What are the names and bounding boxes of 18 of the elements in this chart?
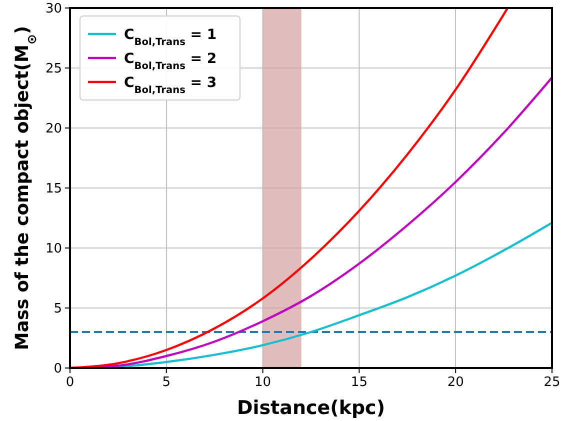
y-tick-label: 20 xyxy=(45,122,62,136)
line-series xyxy=(70,8,509,368)
x-axis-title: Distance(kpc) xyxy=(236,397,386,419)
x-tick-label: 0 xyxy=(66,375,74,390)
y-tick-label: 25 xyxy=(45,62,62,76)
y-tick-label: 0 xyxy=(54,362,62,376)
legend-label: C$_{Bol,Trans}$ = 3 xyxy=(124,75,217,96)
x-tick-label: 25 xyxy=(544,375,560,390)
x-tick-label: 15 xyxy=(350,375,368,390)
x-tick-label: 10 xyxy=(254,375,272,390)
y-tick-label: 30 xyxy=(45,2,62,16)
legend-label: C$_{Bol,Trans}$ = 2 xyxy=(124,51,217,72)
legend-label: C$_{Bol,Trans}$ = 1 xyxy=(124,27,217,48)
x-tick-label: 20 xyxy=(447,375,464,390)
y-tick-label: 10 xyxy=(45,242,62,256)
y-tick-label: 5 xyxy=(54,302,62,316)
y-tick-label: 15 xyxy=(45,182,62,196)
x-tick-label: 5 xyxy=(162,375,171,390)
